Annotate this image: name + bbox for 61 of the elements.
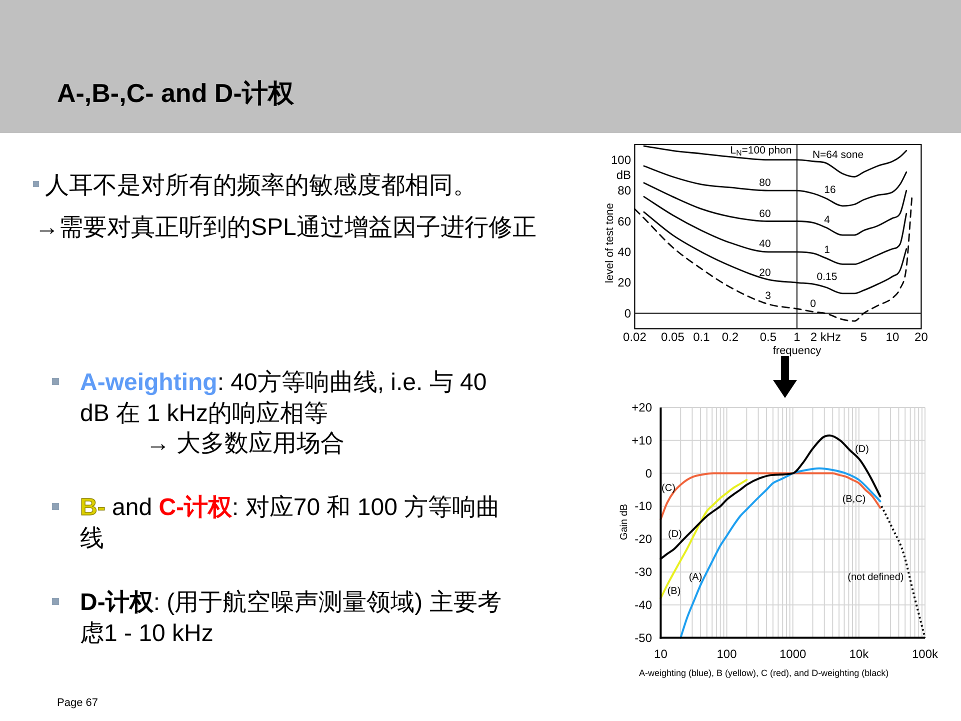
annotation: 0	[810, 298, 816, 310]
x-tick-label: 100	[716, 647, 738, 661]
annotation: 0.15	[816, 271, 838, 283]
text: →需要对真正听到的SPL通过增益因子进行修正	[35, 214, 536, 240]
x-tick-label: 10	[886, 330, 900, 344]
text: A-weighting (blue), B (yellow), C (red), and D-weighting (black)	[639, 668, 889, 678]
annotation: (B)	[667, 586, 681, 596]
text: A-weighting: 40方等响曲线, i.e. 与 40 dB 在 1 kHz的响应相等	[80, 368, 487, 426]
x-tick-label: 2 kHz	[810, 330, 842, 344]
annotation: (D)	[668, 528, 682, 540]
text: A-,B-,C- and D-计权	[57, 77, 294, 109]
annotation: L$_{N}$=100 phon	[730, 144, 792, 157]
text: B- and C-计权: 对应70 和 100 方等响曲线	[80, 494, 500, 552]
annotation: 20	[759, 267, 771, 279]
y-axis-title: level of test tone	[604, 202, 616, 284]
text: Page 67	[57, 697, 98, 709]
x-tick-label: 0.2	[722, 330, 739, 344]
x-tick-label: 0.1	[693, 330, 710, 344]
annotation: (A)	[688, 572, 702, 582]
annotation: 1	[824, 244, 830, 256]
annotation: (not defined)	[848, 572, 904, 582]
annotation: 60	[759, 208, 771, 220]
x-tick-label: 0.5	[760, 330, 777, 344]
x-tick-label: 5	[860, 330, 868, 344]
y-tick-label: 0	[645, 466, 652, 480]
text: → 大多数应用场合	[146, 430, 345, 456]
x-tick-label: 20	[914, 330, 928, 344]
y-tick-label: 60	[618, 214, 632, 228]
x-tick-label: 0.02	[623, 330, 647, 344]
y-tick-label: 100	[610, 152, 632, 167]
annotation: 3	[765, 290, 772, 302]
annotation: 16	[824, 184, 836, 196]
annotation: N=64 sone	[812, 149, 864, 161]
x-axis-title: frequency	[772, 345, 822, 357]
y-tick-label: +10	[632, 433, 652, 448]
x-tick-label: 1	[794, 330, 801, 344]
y-tick-label: 20	[618, 276, 632, 290]
y-tick-label: dB	[616, 168, 631, 182]
y-tick-label: -50	[634, 630, 652, 645]
y-tick-label: -30	[634, 565, 652, 579]
y-tick-label: 40	[618, 244, 632, 259]
annotation: 40	[759, 238, 771, 250]
y-tick-label: -10	[634, 499, 652, 514]
x-tick-label: 10k	[849, 647, 870, 661]
annotation: (C)	[662, 482, 676, 494]
annotation: 4	[824, 214, 830, 226]
x-tick-label: 10	[654, 647, 668, 661]
x-tick-label: 100k	[912, 647, 940, 661]
annotation: (B,C)	[842, 494, 866, 504]
annotation: (D)	[855, 444, 869, 454]
y-tick-label: 80	[618, 184, 632, 198]
y-tick-label: -20	[634, 532, 652, 546]
x-tick-label: 0.05	[661, 330, 685, 344]
annotation: 80	[759, 177, 771, 189]
y-tick-label: 0	[624, 306, 632, 320]
y-axis-title: Gain dB	[618, 504, 630, 540]
text: D-计权: (用于航空噪声测量领域) 主要考虑1 - 10 kHz	[80, 588, 502, 646]
x-tick-label: 1000	[780, 647, 807, 661]
y-tick-label: +20	[632, 400, 652, 414]
y-tick-label: -40	[634, 598, 652, 612]
text: 人耳不是对所有的频率的敏感度都相同。	[45, 172, 477, 198]
